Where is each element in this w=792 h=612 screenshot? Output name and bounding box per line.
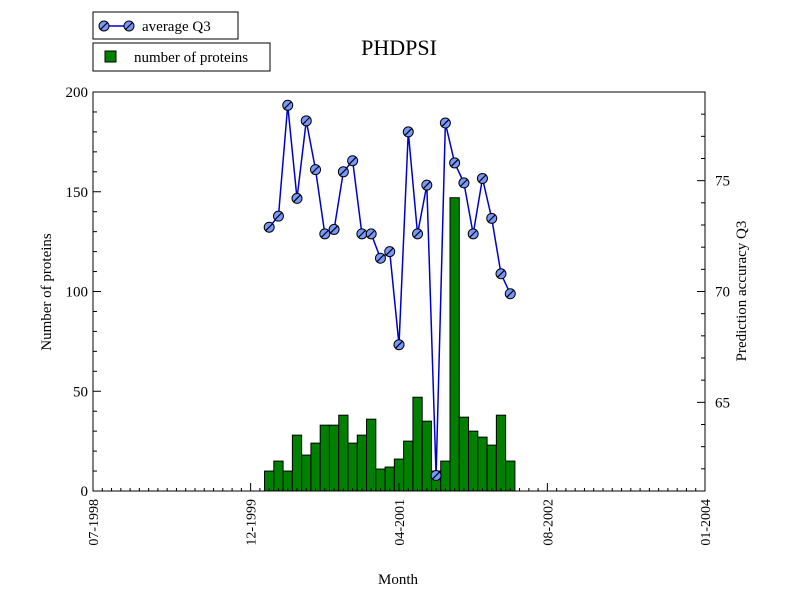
bar xyxy=(301,454,312,492)
q3-point xyxy=(319,228,331,240)
bar xyxy=(477,436,488,492)
bar xyxy=(356,434,368,492)
line-layer xyxy=(263,99,516,481)
q3-line xyxy=(268,105,511,476)
q3-point xyxy=(365,228,377,240)
x-tick-label: 01-2004 xyxy=(699,499,714,546)
legend-box-proteins xyxy=(92,42,271,72)
y-right-tick-label: 70 xyxy=(715,285,730,301)
y-left-tick-label: 0 xyxy=(81,484,89,500)
x-tick-label: 04-2001 xyxy=(393,499,408,546)
legend-marker-left xyxy=(98,20,110,32)
legend-box-q3 xyxy=(92,11,239,40)
bar xyxy=(440,460,451,492)
q3-point xyxy=(402,126,414,138)
bar xyxy=(412,396,423,492)
q3-point xyxy=(263,221,275,233)
x-tick-label: 07-1998 xyxy=(87,499,102,546)
bar xyxy=(486,444,497,492)
y-axis-right-label: Prediction accuracy Q3 xyxy=(734,221,750,362)
y-left-tick-label: 100 xyxy=(66,285,89,301)
bar xyxy=(366,418,377,492)
bar xyxy=(347,442,358,492)
legend-marker-right xyxy=(123,20,135,32)
y-right-tick-label: 65 xyxy=(715,395,730,411)
bar xyxy=(338,414,349,492)
q3-point xyxy=(328,223,340,235)
q3-point xyxy=(374,252,386,264)
q3-point xyxy=(495,268,507,280)
legend: average Q3 number of proteins xyxy=(92,11,271,72)
q3-point xyxy=(439,117,451,129)
q3-point xyxy=(282,99,294,111)
bar xyxy=(403,440,414,492)
q3-point xyxy=(430,469,442,481)
q3-point xyxy=(310,164,322,176)
bar xyxy=(291,434,303,492)
legend-label-proteins: number of proteins xyxy=(134,50,248,66)
q3-point xyxy=(421,179,433,191)
axes-layer: 07-1998 12-1999 04-2001 08-2002 01-2004 0 50 10… xyxy=(66,85,731,546)
q3-point xyxy=(476,172,488,184)
q3-point xyxy=(486,212,498,224)
q3-point xyxy=(412,228,424,240)
bar xyxy=(495,414,507,492)
bar xyxy=(328,424,340,492)
bar xyxy=(421,420,432,492)
q3-point xyxy=(291,192,303,204)
bar xyxy=(505,460,516,492)
bars-layer xyxy=(264,197,516,492)
bar xyxy=(384,466,395,492)
y-left-tick-label: 50 xyxy=(73,384,88,400)
x-tick-label: 12-1999 xyxy=(245,499,260,546)
y-axis-left-label: Number of proteins xyxy=(39,233,55,351)
bar xyxy=(468,430,479,492)
y-left-tick-label: 200 xyxy=(66,85,89,101)
q3-point xyxy=(504,288,516,300)
q3-point xyxy=(458,177,470,189)
q3-point xyxy=(467,228,479,240)
bar xyxy=(273,460,284,492)
plot-frame xyxy=(92,91,706,492)
q3-point xyxy=(300,115,312,127)
q3-point xyxy=(272,210,284,222)
q3-point xyxy=(337,166,349,178)
legend-bar-swatch xyxy=(104,50,117,63)
x-tick-label: 08-2002 xyxy=(541,499,556,546)
q3-point xyxy=(347,155,359,167)
q3-point xyxy=(449,157,461,169)
q3-point xyxy=(384,246,396,258)
bar xyxy=(375,468,386,492)
bar xyxy=(310,442,321,492)
q3-point xyxy=(356,228,368,240)
bar xyxy=(449,197,460,492)
chart-title: PHDPSI xyxy=(361,35,437,60)
bar xyxy=(319,424,330,492)
y-right-tick-label: 75 xyxy=(715,174,730,190)
legend-label-q3: average Q3 xyxy=(142,19,211,35)
bar xyxy=(458,416,470,492)
q3-point xyxy=(393,339,405,351)
y-left-tick-label: 150 xyxy=(66,185,89,201)
x-axis-label: Month xyxy=(378,572,419,588)
